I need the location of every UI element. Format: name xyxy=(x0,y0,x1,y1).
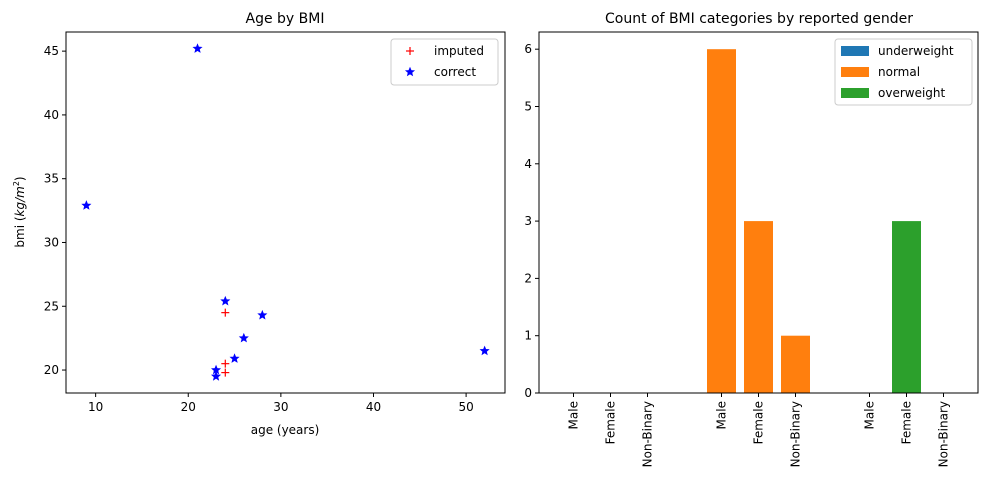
x-tick-label: Female xyxy=(900,401,914,444)
normal-bar xyxy=(744,221,773,393)
y-tick-label: 5 xyxy=(524,99,532,113)
legend-correct-label: correct xyxy=(434,65,476,79)
legend-overweight-swatch xyxy=(841,88,869,98)
x-tick-label: 40 xyxy=(366,400,381,414)
correct-point xyxy=(229,353,240,363)
imputed-point xyxy=(221,368,230,377)
y-tick-label: 35 xyxy=(44,172,59,186)
x-tick-label: Non-Binary xyxy=(789,401,803,467)
y-tick-label: 25 xyxy=(44,299,59,313)
correct-point xyxy=(192,43,203,53)
scatter-title: Age by BMI xyxy=(246,11,325,27)
correct-point xyxy=(211,371,222,381)
imputed-point xyxy=(221,308,230,317)
correct-point xyxy=(238,332,249,343)
x-tick-label: Male xyxy=(567,401,581,429)
normal-bar xyxy=(781,335,810,393)
bar-axes-frame xyxy=(538,31,979,394)
x-tick-label: 50 xyxy=(458,400,473,414)
x-tick-label: Male xyxy=(715,401,729,429)
x-tick-label: 30 xyxy=(273,400,288,414)
y-tick-label: 4 xyxy=(524,157,532,171)
y-tick-label: 20 xyxy=(44,363,59,377)
legend-normal-swatch xyxy=(841,67,869,77)
legend-frame xyxy=(834,38,973,106)
x-tick-label: 10 xyxy=(88,400,103,414)
x-tick-label: 20 xyxy=(181,400,196,414)
overweight-bar xyxy=(892,221,921,393)
x-tick-label: Female xyxy=(604,401,618,444)
legend-overweight-label: overweight xyxy=(878,86,946,100)
legend-frame xyxy=(390,38,499,86)
y-tick-label: 40 xyxy=(44,108,59,122)
bar-marks xyxy=(707,49,921,393)
y-tick-label: 6 xyxy=(524,42,532,56)
imputed-point xyxy=(221,359,230,368)
correct-point xyxy=(81,200,92,210)
x-tick-label: Non-Binary xyxy=(641,401,655,467)
legend-imputed-marker xyxy=(406,47,414,55)
y-tick-label: 2 xyxy=(524,271,532,285)
scatter-x-axis-label: age (years) xyxy=(251,423,320,437)
legend-underweight-swatch xyxy=(841,46,869,56)
normal-bar xyxy=(707,49,736,393)
scatter-marks xyxy=(81,43,490,381)
legend-correct-marker xyxy=(404,66,416,77)
legend-underweight-label: underweight xyxy=(878,44,954,58)
scatter-ticks: 10 20 30 40 50 20 25 30 35 40 45 xyxy=(44,44,474,414)
correct-point xyxy=(220,295,231,306)
y-tick-label: 30 xyxy=(44,235,59,249)
x-tick-label: Non-Binary xyxy=(937,401,951,467)
correct-point xyxy=(257,309,268,320)
y-tick-label: 0 xyxy=(524,386,532,400)
y-tick-label: 45 xyxy=(44,44,59,58)
correct-point xyxy=(479,345,490,356)
legend-normal-label: normal xyxy=(878,65,920,79)
bar-ticks: 0 1 2 3 4 5 6 Male Female Non-Binary Male Female Non… xyxy=(524,42,950,467)
scatter-axes-frame xyxy=(65,31,506,394)
scatter-y-axis-label: bmi (kg/m2) xyxy=(12,176,27,247)
legend-imputed-label: imputed xyxy=(434,44,484,58)
bar-panel: Count of BMI categories by reported gend… xyxy=(524,11,979,467)
y-tick-label: 1 xyxy=(524,329,532,343)
scatter-panel: Age by BMI 10 20 30 40 50 20 25 30 35 40 45 age (y… xyxy=(12,11,506,437)
x-tick-label: Male xyxy=(863,401,877,429)
bar-legend: underweight normal overweight xyxy=(834,38,973,106)
bar-title: Count of BMI categories by reported gend… xyxy=(605,11,913,27)
scatter-legend: imputed correct xyxy=(390,38,499,86)
y-tick-label: 3 xyxy=(524,214,532,228)
x-tick-label: Female xyxy=(752,401,766,444)
